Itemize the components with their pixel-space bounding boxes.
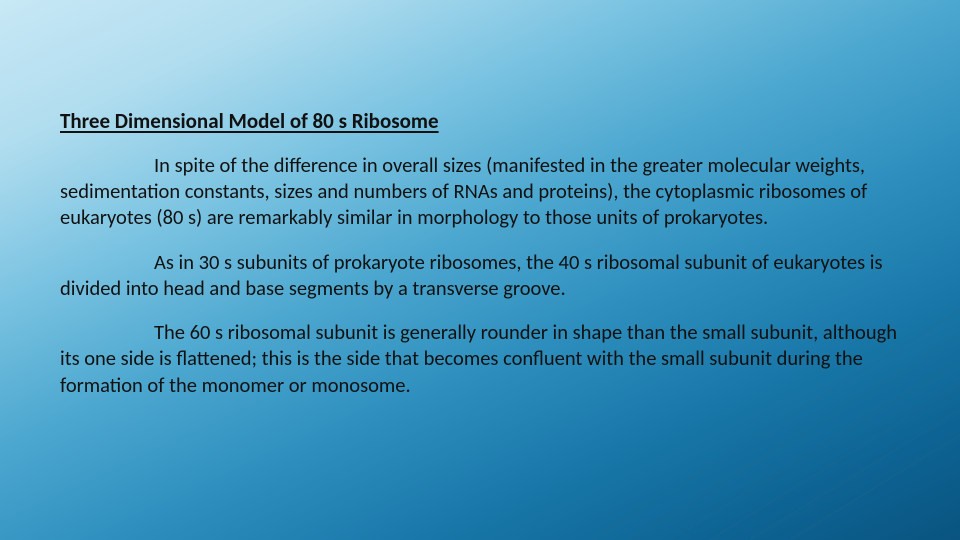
paragraph-3: The 60 s ribosomal subunit is generally … [60,319,900,398]
paragraph-2: As in 30 s subunits of prokaryote riboso… [60,249,900,301]
slide-container: Three Dimensional Model of 80 s Ribosome… [0,0,960,540]
paragraph-1: In spite of the difference in overall si… [60,152,900,231]
slide-title: Three Dimensional Model of 80 s Ribosome [60,108,900,134]
